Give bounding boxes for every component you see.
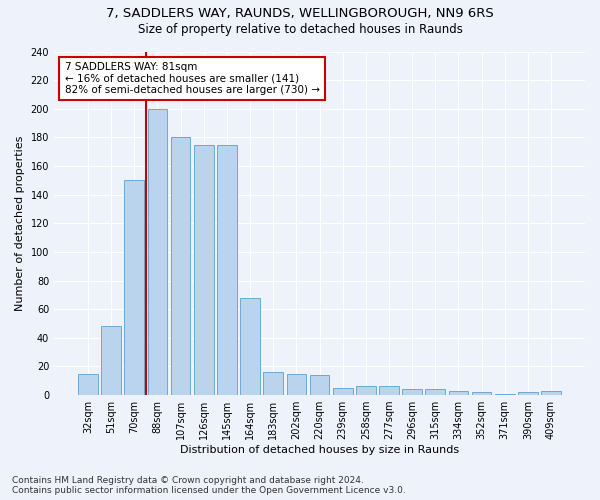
Bar — [287, 374, 306, 395]
Bar — [495, 394, 515, 395]
Bar — [379, 386, 399, 395]
Y-axis label: Number of detached properties: Number of detached properties — [15, 136, 25, 311]
Bar — [541, 391, 561, 395]
X-axis label: Distribution of detached houses by size in Raunds: Distribution of detached houses by size … — [180, 445, 459, 455]
Bar — [217, 144, 237, 395]
Text: Size of property relative to detached houses in Raunds: Size of property relative to detached ho… — [137, 22, 463, 36]
Bar — [449, 391, 468, 395]
Bar — [240, 298, 260, 395]
Bar — [101, 326, 121, 395]
Bar — [425, 390, 445, 395]
Bar — [356, 386, 376, 395]
Text: 7 SADDLERS WAY: 81sqm
← 16% of detached houses are smaller (141)
82% of semi-det: 7 SADDLERS WAY: 81sqm ← 16% of detached … — [65, 62, 320, 95]
Bar — [263, 372, 283, 395]
Bar — [402, 390, 422, 395]
Bar — [310, 375, 329, 395]
Text: Contains HM Land Registry data © Crown copyright and database right 2024.
Contai: Contains HM Land Registry data © Crown c… — [12, 476, 406, 495]
Bar — [171, 138, 190, 395]
Bar — [333, 388, 353, 395]
Bar — [124, 180, 144, 395]
Bar — [518, 392, 538, 395]
Bar — [78, 374, 98, 395]
Text: 7, SADDLERS WAY, RAUNDS, WELLINGBOROUGH, NN9 6RS: 7, SADDLERS WAY, RAUNDS, WELLINGBOROUGH,… — [106, 8, 494, 20]
Bar — [194, 144, 214, 395]
Bar — [148, 109, 167, 395]
Bar — [472, 392, 491, 395]
